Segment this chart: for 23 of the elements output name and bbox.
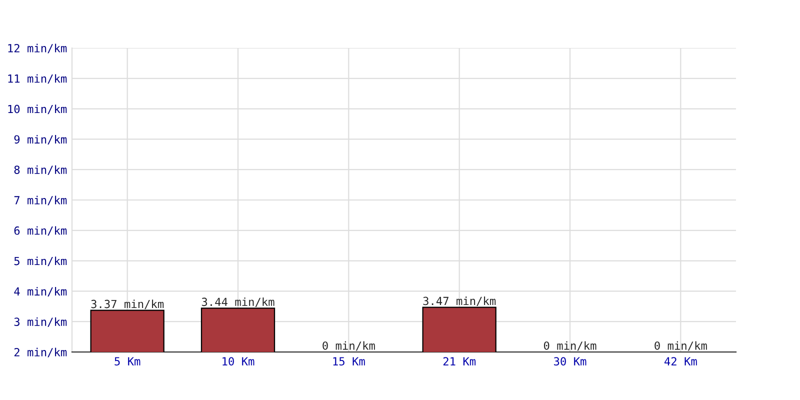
y-tick-label: 9 min/km	[14, 135, 67, 144]
data-label: 3.44 min/km	[202, 297, 274, 307]
text: 0 min/km	[544, 341, 596, 351]
y-tick-label: 10 min/km	[8, 104, 67, 114]
x-tick-label: 30 Km	[554, 357, 586, 366]
y-tick-label: 3 min/km	[14, 317, 67, 327]
x-tick-label: 42 Km	[664, 357, 697, 366]
data-label: 3.47 min/km	[423, 296, 496, 306]
y-tick-label: 2 min/km	[14, 348, 67, 358]
data-label: 3.37 min/km	[91, 300, 164, 310]
text: 0 min/km	[322, 341, 375, 351]
y-tick-label: 6 min/km	[14, 226, 67, 236]
y-tick-label: 12 min/km	[8, 44, 67, 54]
x-tick-label: 21 Km	[443, 357, 476, 366]
y-tick-label: 5 min/km	[14, 256, 67, 266]
y-tick-label: 4 min/km	[14, 287, 67, 296]
y-tick-label: 11 min/km	[8, 74, 67, 84]
x-tick-label: 15 Km	[333, 357, 365, 366]
x-tick-label: 5 Km	[114, 357, 140, 366]
y-tick-label: 7 min/km	[14, 196, 67, 206]
x-tick-label: 10 Km	[222, 357, 254, 366]
text: 0 min/km	[654, 341, 707, 351]
y-tick-label: 8 min/km	[14, 165, 67, 175]
